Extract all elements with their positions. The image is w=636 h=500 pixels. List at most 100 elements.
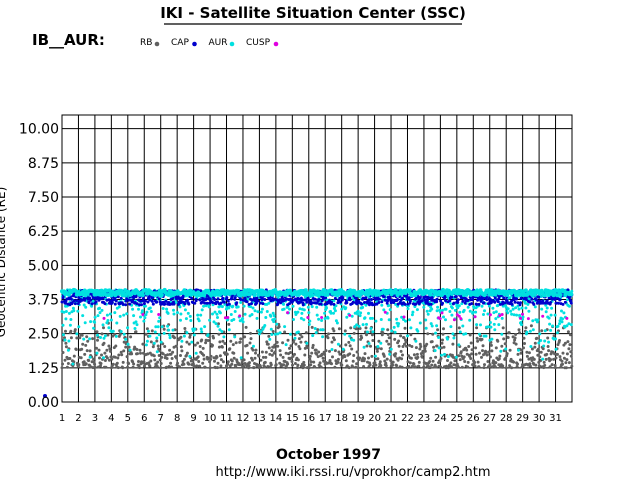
data-point-aur	[103, 334, 107, 338]
data-point-aur	[184, 317, 188, 321]
data-point-aur	[482, 313, 485, 316]
data-point-rb	[490, 349, 494, 353]
data-point-aur	[242, 304, 246, 308]
data-point-rb	[355, 362, 359, 366]
data-point-aur	[358, 314, 362, 318]
data-point-aur	[145, 310, 149, 314]
data-point-rb	[245, 343, 249, 347]
data-point-cap	[439, 299, 443, 303]
data-point-rb	[108, 349, 112, 353]
data-point-aur	[168, 333, 172, 337]
data-point-aur	[96, 314, 100, 318]
data-point-rb	[316, 328, 320, 332]
data-point-rb	[159, 366, 163, 370]
data-point-cap	[512, 298, 516, 302]
data-point-rb	[121, 366, 125, 370]
data-point-rb	[385, 339, 389, 343]
data-point-aur	[345, 315, 349, 319]
data-point-aur	[145, 339, 149, 343]
data-point-rb	[517, 328, 521, 332]
data-point-cap	[553, 298, 557, 301]
data-point-cap	[146, 300, 150, 304]
data-point-rb	[488, 355, 492, 359]
data-point-aur	[437, 346, 441, 350]
data-point-cap	[142, 302, 146, 306]
data-point-aur	[340, 307, 344, 311]
data-point-aur	[500, 316, 504, 320]
data-point-aur	[400, 315, 404, 319]
data-point-rb	[68, 357, 72, 360]
data-point-aur	[284, 343, 288, 347]
data-point-aur	[157, 319, 161, 323]
data-point-rb	[184, 354, 188, 357]
data-point-cap	[216, 297, 220, 301]
x-tick-label: 22	[401, 413, 414, 424]
data-point-rb	[152, 354, 156, 358]
data-point-aur	[511, 307, 515, 311]
data-point-rb	[428, 366, 432, 370]
data-point-aur	[90, 304, 94, 308]
data-point-aur	[278, 331, 282, 335]
data-point-aur	[82, 337, 86, 341]
data-point-cap	[185, 298, 189, 302]
data-point-aur	[171, 328, 175, 332]
data-point-aur	[310, 305, 314, 309]
data-point-cap	[549, 301, 553, 304]
data-point-cusp	[526, 317, 530, 321]
data-point-cap	[435, 297, 439, 301]
data-point-rb	[267, 346, 271, 350]
data-point-rb	[569, 350, 573, 354]
data-point-aur	[446, 355, 450, 359]
data-point-rb	[163, 345, 167, 348]
data-point-aur	[199, 327, 203, 331]
x-tick-label: 9	[190, 413, 196, 424]
data-point-aur	[215, 312, 219, 316]
data-point-rb	[203, 365, 207, 369]
data-point-rb	[384, 361, 388, 365]
data-point-rb	[230, 359, 234, 363]
data-point-rb	[360, 336, 364, 340]
x-tick-label: 21	[385, 413, 398, 424]
data-point-rb	[259, 358, 263, 362]
data-point-cap	[163, 302, 167, 306]
data-point-aur	[506, 307, 510, 311]
data-point-rb	[111, 362, 115, 366]
data-point-rb	[466, 365, 470, 369]
data-point-rb	[408, 343, 411, 347]
data-point-rb	[330, 362, 333, 366]
data-point-aur	[68, 323, 72, 327]
data-point-rb	[86, 339, 90, 343]
data-point-cap	[194, 299, 198, 303]
data-point-aur	[72, 309, 76, 313]
data-point-aur	[133, 327, 137, 330]
data-point-aur	[457, 343, 461, 347]
data-point-cap	[80, 298, 84, 302]
data-point-aur	[300, 311, 304, 315]
data-point-aur	[218, 328, 222, 332]
data-point-rb	[159, 362, 163, 365]
data-point-rb	[288, 346, 291, 350]
data-point-aur	[202, 304, 206, 308]
data-point-rb	[428, 360, 432, 363]
data-point-rb	[519, 351, 523, 355]
data-point-aur	[429, 322, 433, 326]
data-point-rb	[244, 325, 248, 329]
data-point-rb	[533, 345, 537, 349]
data-point-aur	[523, 288, 528, 293]
data-point-rb	[488, 363, 492, 367]
data-point-rb	[307, 366, 311, 370]
data-point-aur	[174, 301, 178, 304]
data-point-rb	[144, 332, 148, 336]
data-point-rb	[420, 355, 424, 359]
data-point-cap	[493, 296, 497, 300]
data-point-rb	[319, 365, 323, 369]
legend-swatch	[154, 41, 160, 47]
data-point-rb	[538, 365, 542, 368]
data-point-rb	[387, 342, 391, 346]
data-point-aur	[236, 305, 240, 309]
data-point-rb	[187, 342, 191, 346]
data-point-rb	[202, 353, 206, 357]
data-point-rb	[370, 333, 374, 337]
data-point-rb	[289, 344, 293, 348]
data-point-rb	[431, 332, 435, 336]
